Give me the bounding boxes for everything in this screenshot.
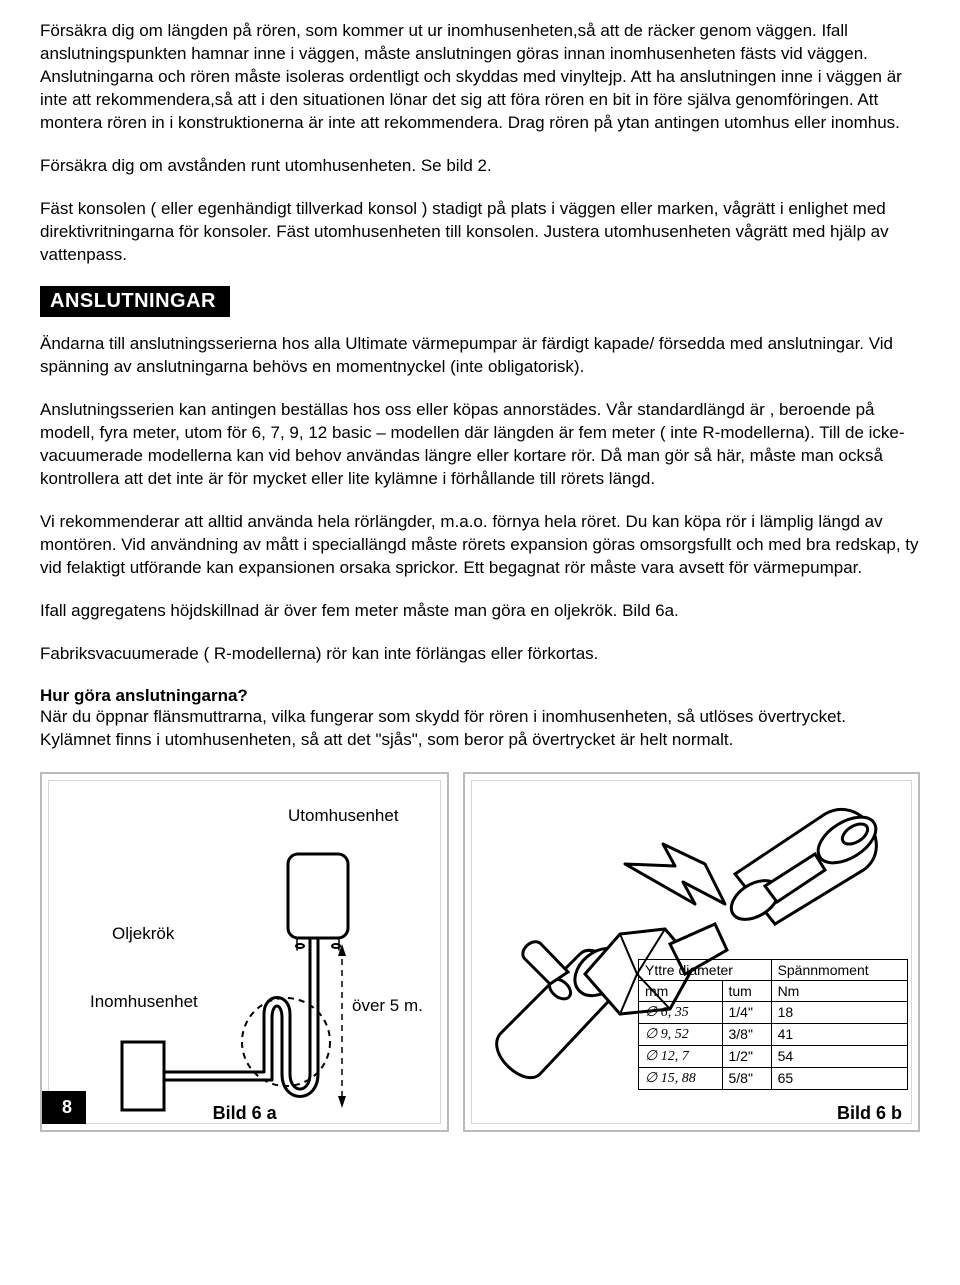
paragraph: Försäkra dig om avstånden runt utomhusen… — [40, 155, 920, 178]
figure-6b: Yttre diameter Spännmoment mm tum Nm ∅ 6… — [463, 772, 920, 1132]
figure-caption: Bild 6 a — [213, 1103, 277, 1124]
diagram-oil-bend-icon — [42, 774, 456, 1134]
paragraph: Försäkra dig om längden på rören, som ko… — [40, 20, 920, 135]
label-oil-bend: Oljekrök — [112, 924, 174, 944]
figure-row: Utomhusenhet Oljekrök Inomhusenhet över … — [40, 772, 920, 1132]
torque-table: Yttre diameter Spännmoment mm tum Nm ∅ 6… — [638, 959, 908, 1090]
paragraph: Ifall aggregatens höjdskillnad är över f… — [40, 600, 920, 623]
label-outdoor: Utomhusenhet — [288, 806, 399, 826]
paragraph: Fabriksvacuumerade ( R-modellerna) rör k… — [40, 643, 920, 666]
paragraph: Vi rekommenderar att alltid använda hela… — [40, 511, 920, 580]
document-page: Försäkra dig om längden på rören, som ko… — [0, 0, 960, 1132]
paragraph: Ändarna till anslutningsserierna hos all… — [40, 333, 920, 379]
table-unit: tum — [722, 980, 771, 1001]
paragraph: Anslutningsserien kan antingen beställas… — [40, 399, 920, 491]
subheading: Hur göra anslutningarna? — [40, 686, 920, 706]
table-row: ∅ 12, 7 1/2" 54 — [639, 1045, 908, 1067]
figure-caption: Bild 6 b — [837, 1103, 902, 1124]
figure-6a: Utomhusenhet Oljekrök Inomhusenhet över … — [40, 772, 449, 1132]
section-header: ANSLUTNINGAR — [40, 286, 920, 317]
table-unit: mm — [639, 980, 723, 1001]
label-indoor: Inomhusenhet — [90, 992, 198, 1012]
table-row: ∅ 9, 52 3/8" 41 — [639, 1023, 908, 1045]
table-header: Yttre diameter — [639, 959, 772, 980]
section-title: ANSLUTNINGAR — [40, 286, 230, 317]
paragraph: När du öppnar flänsmuttrarna, vilka fung… — [40, 706, 920, 752]
label-over-5m: över 5 m. — [352, 996, 423, 1016]
page-number: 8 — [42, 1091, 86, 1124]
table-unit: Nm — [771, 980, 907, 1001]
paragraph: Fäst konsolen ( eller egenhändigt tillve… — [40, 198, 920, 267]
table-header: Spännmoment — [771, 959, 907, 980]
table-row: ∅ 6, 35 1/4" 18 — [639, 1001, 908, 1023]
table-row: ∅ 15, 88 5/8" 65 — [639, 1067, 908, 1089]
